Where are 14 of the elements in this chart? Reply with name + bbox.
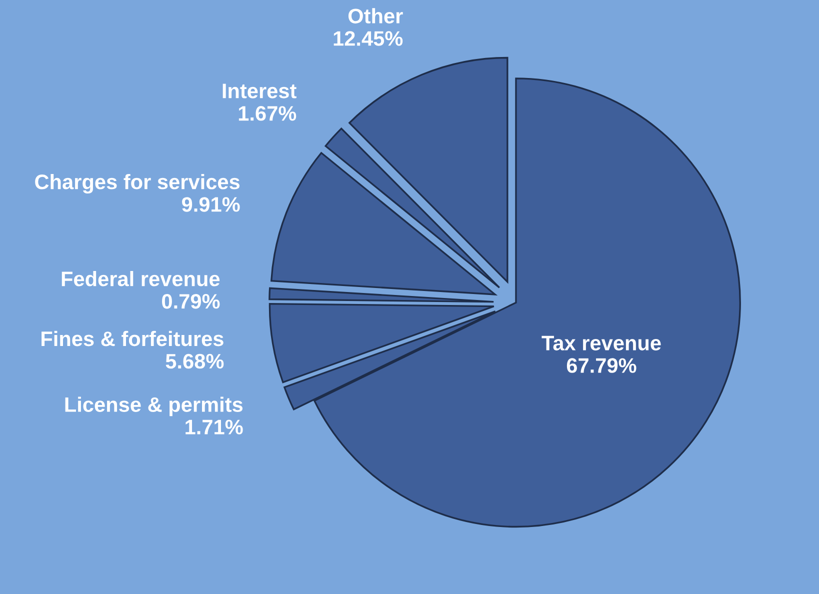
slice-label: Charges for services — [35, 174, 240, 194]
data-label: 9.91% — [182, 197, 240, 212]
slice-label: Fines & forfeitures — [42, 330, 224, 346]
slice-label: Federal revenue — [62, 270, 220, 286]
slice-label: Tax revenue — [542, 336, 661, 350]
data-label: 5.68% — [166, 354, 224, 369]
slice-label: Interest — [222, 84, 296, 98]
data-label: 1.71% — [186, 420, 243, 434]
data-label: 0.79% — [162, 294, 220, 309]
slice-label: License & permits — [65, 396, 243, 416]
data-label: 1.67% — [238, 106, 296, 121]
data-label: 12.45% — [334, 31, 403, 46]
data-label: 67.79% — [566, 358, 636, 373]
slice-label: Other — [348, 8, 403, 24]
